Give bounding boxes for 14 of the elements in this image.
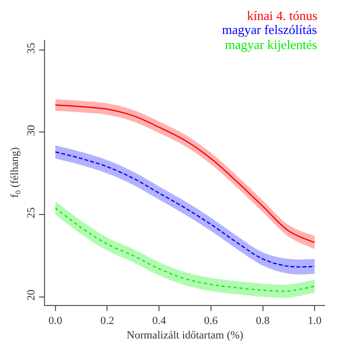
x-tick-label: 0.0: [48, 315, 63, 328]
text: magyar kijelentés: [225, 37, 318, 52]
y-tick-label: 25: [26, 206, 38, 218]
x-tick-label: 1.0: [308, 315, 322, 328]
x-tick-label: 0.4: [152, 315, 166, 328]
x-tick-label: 0.2: [100, 315, 114, 328]
y-tick-label: 30: [26, 124, 38, 136]
y-tick-label: 35: [26, 42, 38, 54]
y-tick-label: 20: [26, 289, 38, 301]
text: kínai 4. tónus: [247, 8, 318, 23]
x-axis-title: Normalizált időtartam (%): [126, 329, 244, 342]
text: magyar felszólítás: [222, 22, 317, 37]
x-tick-label: 0.6: [204, 315, 218, 328]
x-tick-label: 0.8: [256, 315, 270, 328]
